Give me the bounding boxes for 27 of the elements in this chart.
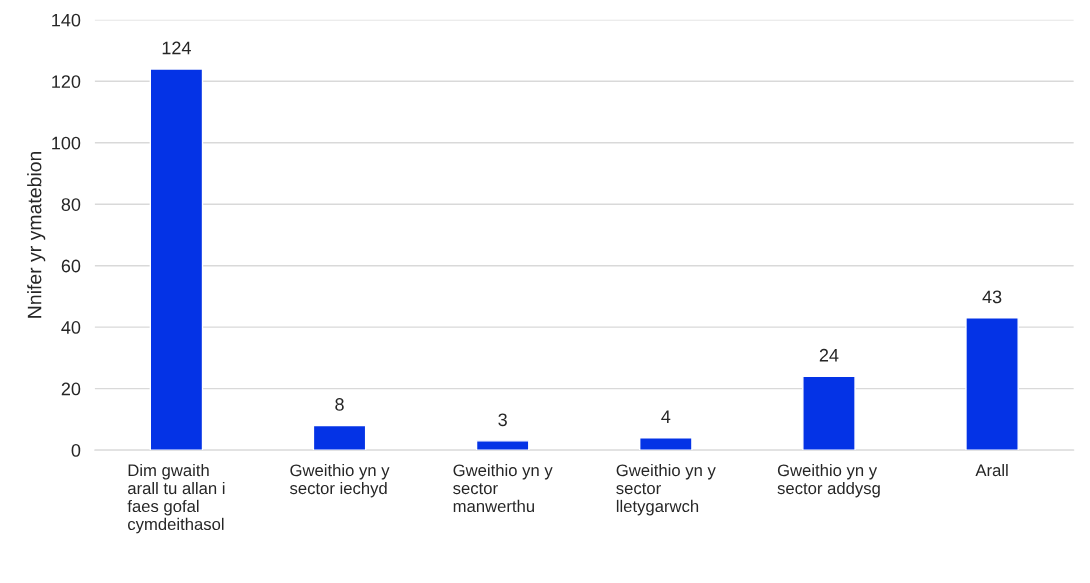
x-tick-label: Gweithio yn y sector iechyd [289, 463, 390, 498]
y-tick-label: 0 [71, 444, 81, 457]
y-axis-title: Nnifer yr ymatebion [27, 151, 46, 318]
bar [639, 437, 693, 451]
bar [312, 424, 367, 451]
data-label: 8 [335, 398, 344, 411]
y-tick-label: 40 [61, 321, 81, 334]
bar [802, 375, 856, 451]
data-label: 124 [162, 41, 191, 55]
y-tick-label: 120 [52, 75, 81, 89]
y-tick-label: 60 [61, 259, 81, 273]
bar [965, 317, 1019, 451]
x-tick-label: Arall [975, 463, 1008, 477]
x-tick-label: Dim gwaith arall tu allan i faes gofal cymdeithasol [127, 463, 225, 534]
data-label: 24 [819, 348, 839, 362]
data-label: 4 [661, 410, 671, 423]
x-tick-label: Gweithio yn y sector manwerthu [453, 463, 553, 513]
y-tick-label: 20 [61, 382, 81, 396]
x-tick-label: Gweithio yn y sector lletygarwch [616, 463, 716, 516]
bar [475, 440, 530, 451]
data-label: 3 [498, 413, 507, 427]
data-label: 43 [982, 290, 1002, 304]
y-tick-label: 140 [52, 13, 81, 27]
y-tick-label: 80 [61, 198, 81, 211]
y-tick-label: 100 [52, 136, 81, 150]
x-tick-label: Gweithio yn y sector addysg [777, 463, 880, 498]
bar [149, 68, 204, 451]
